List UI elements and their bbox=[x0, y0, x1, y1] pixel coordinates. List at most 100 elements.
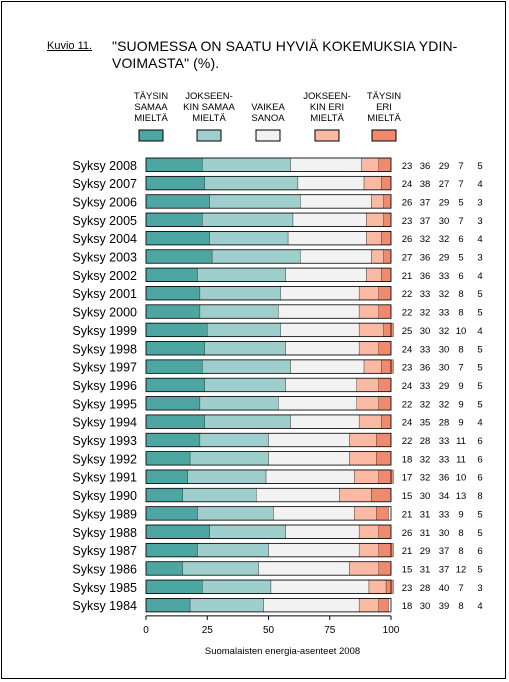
legend-label-3: SANOA bbox=[251, 113, 285, 124]
bar-segment bbox=[371, 249, 384, 264]
legend-label-1: MIELTÄ bbox=[134, 113, 168, 124]
chart-title-line-2: VOIMASTA" (%). bbox=[112, 55, 220, 71]
bar-outline bbox=[145, 304, 392, 319]
data-label: 4 bbox=[477, 326, 482, 337]
bar-segment bbox=[145, 231, 210, 246]
bar-segment bbox=[145, 359, 203, 374]
bar-segment bbox=[268, 451, 350, 466]
bar-segment bbox=[202, 579, 272, 594]
data-label: 23 bbox=[402, 583, 413, 594]
category-label: Syksy 2007 bbox=[72, 177, 137, 191]
bar-segment bbox=[207, 322, 281, 337]
bar-segment bbox=[366, 267, 382, 282]
bar-outline bbox=[145, 249, 392, 264]
bar-segment bbox=[145, 488, 183, 502]
bar-segment bbox=[187, 469, 267, 484]
data-label: 5 bbox=[477, 399, 482, 410]
bar-segment bbox=[358, 598, 379, 613]
data-label: 32 bbox=[420, 454, 431, 465]
data-label: 22 bbox=[402, 399, 413, 410]
data-label: 30 bbox=[439, 216, 450, 227]
bar-segment bbox=[300, 249, 372, 264]
bar-segment bbox=[145, 598, 191, 613]
bar-segment bbox=[145, 304, 201, 319]
bar-outline bbox=[145, 230, 392, 246]
bar-outline bbox=[145, 542, 392, 558]
data-label: 3 bbox=[477, 583, 482, 594]
category-label: Syksy 2000 bbox=[72, 306, 137, 320]
bar-segment bbox=[145, 524, 210, 539]
bar-outline bbox=[145, 377, 392, 393]
bar-segment bbox=[285, 524, 360, 539]
bar-segment bbox=[204, 414, 291, 429]
data-label: 30 bbox=[420, 491, 431, 502]
bar-outline bbox=[145, 524, 392, 539]
bar-segment bbox=[265, 469, 355, 484]
bar-segment bbox=[145, 212, 203, 227]
legend-label-5: TÄYSIN bbox=[367, 91, 401, 102]
data-label: 4 bbox=[477, 418, 482, 429]
legend-label-3: VAIKEA bbox=[251, 102, 285, 113]
data-label: 30 bbox=[439, 344, 450, 355]
bar-segment bbox=[297, 176, 365, 191]
bar-segment bbox=[268, 433, 350, 447]
data-label: 5 bbox=[477, 564, 482, 575]
bar-outline bbox=[145, 598, 392, 613]
data-label: 36 bbox=[420, 363, 431, 374]
data-label: 32 bbox=[439, 234, 450, 245]
bar-segment bbox=[354, 469, 379, 484]
bar-segment bbox=[300, 194, 372, 209]
data-label: 8 bbox=[477, 491, 482, 502]
bar-segment bbox=[381, 267, 392, 282]
bar-outline bbox=[145, 579, 392, 594]
category-label: Syksy 2002 bbox=[72, 269, 137, 283]
x-tick-label: 50 bbox=[263, 625, 275, 636]
data-label: 18 bbox=[402, 601, 413, 612]
bar-segment bbox=[381, 414, 392, 429]
data-label: 6 bbox=[477, 546, 482, 557]
data-label: 10 bbox=[456, 473, 467, 484]
data-label: 9 bbox=[458, 381, 463, 392]
bar-outline bbox=[145, 451, 392, 466]
bar-segment bbox=[197, 267, 286, 282]
bar-segment bbox=[256, 488, 340, 502]
data-label: 5 bbox=[477, 344, 482, 355]
data-label: 11 bbox=[456, 454, 466, 465]
bar-segment bbox=[378, 561, 392, 576]
bar-segment bbox=[290, 359, 365, 374]
bar-outline bbox=[145, 267, 392, 283]
data-label: 18 bbox=[402, 454, 413, 465]
data-label: 5 bbox=[477, 509, 482, 520]
data-label: 4 bbox=[477, 601, 482, 612]
bar-segment bbox=[145, 469, 188, 484]
bar-outline bbox=[145, 396, 392, 411]
x-tick-label: 25 bbox=[202, 625, 214, 636]
legend-swatch-1 bbox=[138, 129, 164, 142]
data-label: 37 bbox=[439, 564, 450, 575]
data-label: 3 bbox=[477, 197, 482, 208]
bar-segment bbox=[385, 579, 394, 594]
bar-segment bbox=[145, 414, 205, 429]
bar-segment bbox=[381, 176, 392, 191]
data-label: 7 bbox=[458, 216, 463, 227]
bar-outline bbox=[145, 322, 392, 338]
data-label: 32 bbox=[420, 234, 431, 245]
bar-segment bbox=[376, 506, 389, 521]
data-label: 3 bbox=[477, 216, 482, 227]
bar-segment bbox=[197, 543, 269, 558]
bar-segment bbox=[371, 194, 384, 209]
data-label: 7 bbox=[458, 161, 463, 172]
bar-segment bbox=[383, 212, 392, 227]
bar-segment bbox=[378, 378, 392, 392]
data-label: 26 bbox=[402, 528, 413, 539]
legend-label-5: MIELTÄ bbox=[367, 113, 401, 124]
data-label: 23 bbox=[402, 216, 413, 227]
legend-label-2: KIN SAMAA bbox=[183, 102, 235, 113]
bar-outline bbox=[145, 359, 392, 374]
category-label: Syksy 1996 bbox=[72, 379, 137, 393]
bar-segment bbox=[145, 157, 203, 172]
chart-title-line-1: "SUOMESSA ON SAATU HYVIÄ KOKEMUKSIA YDIN… bbox=[112, 38, 458, 54]
data-label: 37 bbox=[420, 216, 431, 227]
